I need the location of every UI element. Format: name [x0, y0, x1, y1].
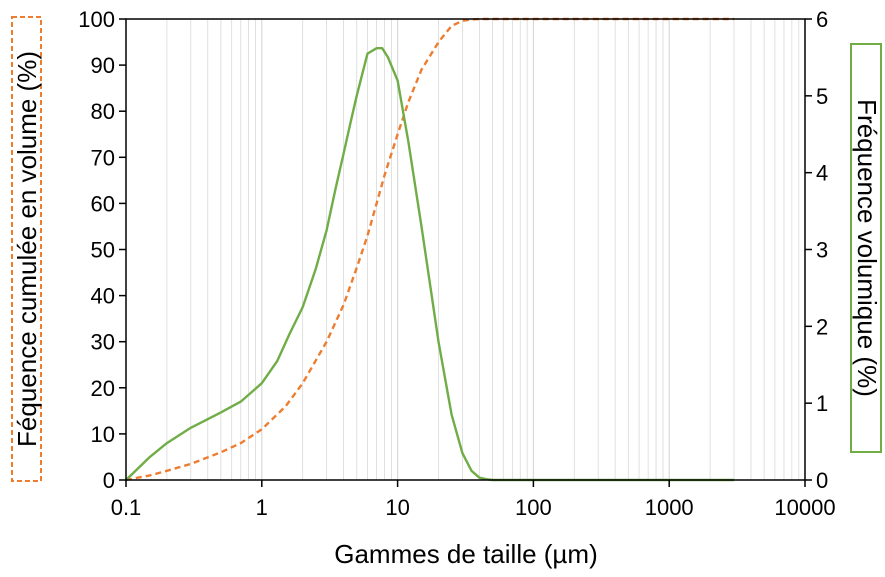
left-axis-title-frame: [11, 16, 42, 482]
y-left-tick-label: 0: [103, 468, 115, 493]
y-left-tick-label: 70: [91, 145, 115, 170]
x-tick-label: 1000: [645, 495, 694, 520]
y-left-tick-label: 40: [91, 284, 115, 309]
plot-border: [125, 18, 806, 481]
x-tick-label: 0.1: [111, 495, 142, 520]
right-axis-title-frame: [850, 43, 882, 453]
y-left-tick-label: 60: [91, 191, 115, 216]
y-right-tick-label: 0: [816, 468, 828, 493]
y-right-tick-label: 6: [816, 7, 828, 32]
x-tick-label: 1: [256, 495, 268, 520]
x-axis-title: Gammes de taille (µm): [334, 539, 597, 569]
right-axis-title: Fréquence volumique (%): [852, 99, 882, 397]
y-right-tick-label: 4: [816, 161, 828, 186]
y-left-tick-label: 20: [91, 376, 115, 401]
left-axis-title: Féquence cumulée en volume (%): [12, 51, 42, 447]
y-left-tick-label: 50: [91, 238, 115, 263]
y-left-tick-label: 80: [91, 99, 115, 124]
ticks: 0.1 1 10 100 1000 100000102030405060708090100…: [78, 7, 835, 520]
y-left-tick-label: 100: [78, 7, 115, 32]
y-right-tick-label: 2: [816, 314, 828, 339]
y-left-tick-label: 10: [91, 422, 115, 447]
grid: [166, 19, 800, 480]
y-right-tick-label: 5: [816, 84, 828, 109]
y-right-tick-label: 1: [816, 391, 828, 416]
x-tick-label: 10: [385, 495, 409, 520]
y-right-tick-label: 3: [816, 238, 828, 263]
series-line-frequency: [125, 47, 734, 482]
series-layer: [125, 17, 734, 482]
x-tick-label: 10000: [774, 495, 835, 520]
x-tick-label: 100: [515, 495, 552, 520]
plot-frame: [125, 18, 806, 481]
y-left-tick-label: 30: [91, 330, 115, 355]
series-line-cumulative: [125, 17, 734, 482]
y-left-tick-label: 90: [91, 53, 115, 78]
